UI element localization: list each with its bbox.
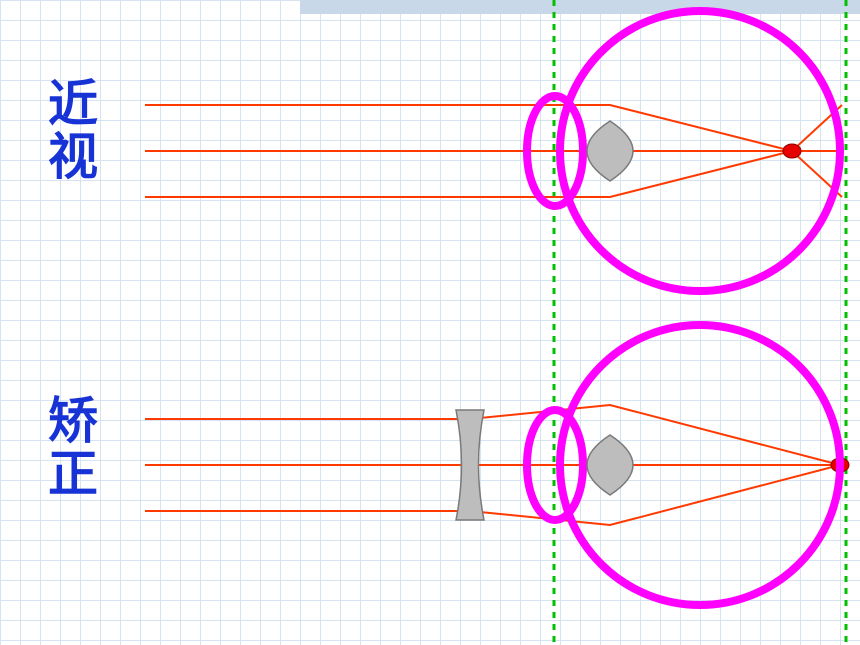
diagram-canvas: 近视 矫正 [0,0,860,645]
diagram-svg [0,0,860,645]
